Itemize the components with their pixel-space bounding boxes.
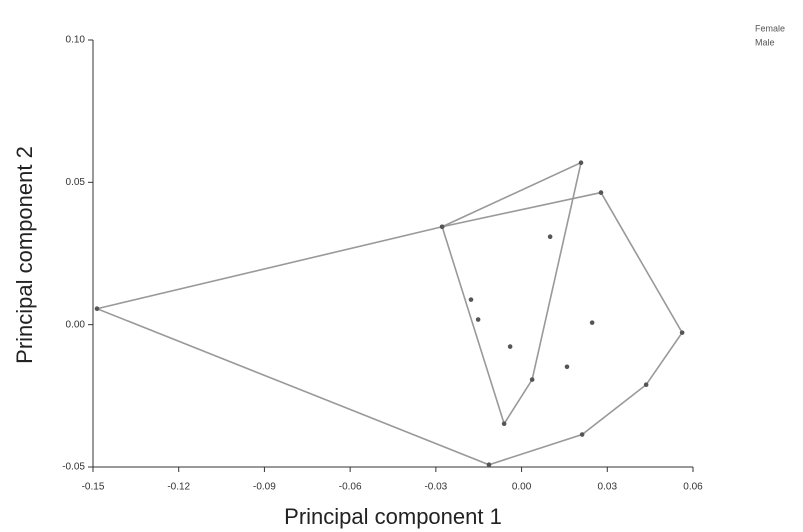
point [579,432,585,437]
x-tick-label: 0.06 [683,482,703,493]
point [598,190,604,195]
x-tick-label: -0.12 [167,482,190,493]
point [94,306,100,312]
y-tick-label: 0.05 [66,177,86,188]
y-tick-label: -0.05 [62,462,85,473]
point [529,377,535,382]
point [643,382,649,388]
x-axis-title: Principal component 1 [284,504,502,529]
y-tick-label: 0.10 [66,35,86,46]
point [501,421,507,427]
point [486,462,492,468]
point [589,320,595,325]
x-tick-label: -0.03 [424,482,447,493]
hull [94,191,684,466]
y-tick-label: 0.00 [66,319,86,330]
x-tick-label: 0.03 [598,482,618,493]
point [439,224,445,230]
point [564,364,570,370]
legend-label: Female [755,23,785,33]
x-tick-label: 0.00 [512,482,532,493]
point [578,160,584,165]
point [547,234,553,240]
point [507,344,513,349]
point [679,330,685,335]
x-tick-label: -0.15 [82,482,105,493]
y-axis-title: Principal component 2 [12,146,37,364]
x-tick-label: -0.06 [339,482,362,493]
x-tick-label: -0.09 [253,482,276,493]
point [468,297,474,302]
point [475,317,481,322]
legend-label: Male [755,37,775,47]
